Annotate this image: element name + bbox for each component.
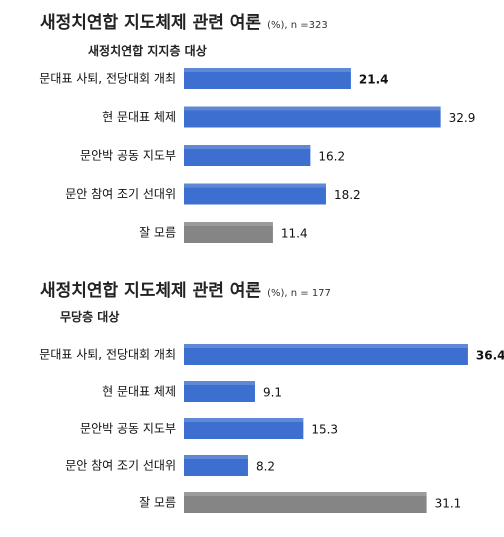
bar-highlight xyxy=(184,492,427,496)
chart-subtitle: 새정치연합 지지층 대상 xyxy=(88,44,207,58)
bar xyxy=(184,418,304,439)
value-label: 9.1 xyxy=(263,386,282,400)
bar-highlight xyxy=(184,106,441,111)
bar xyxy=(184,381,255,402)
bar xyxy=(184,106,441,128)
chart-independents: 새정치연합 지도체제 관련 여론 (%), n = 177 무당층 대상 문대표 … xyxy=(0,268,504,537)
chart-title-text: 새정치연합 지도체제 관련 여론 xyxy=(40,281,262,301)
bar xyxy=(184,492,427,513)
value-label: 31.1 xyxy=(435,497,462,511)
bar xyxy=(184,455,248,476)
bar xyxy=(184,222,273,243)
value-label: 36.4 xyxy=(476,349,504,363)
value-label: 21.4 xyxy=(359,73,389,87)
bar-highlight xyxy=(184,344,468,348)
bar-highlight xyxy=(184,381,255,385)
category-label: 현 문대표 체제 xyxy=(102,110,176,124)
chart-title-note: (%), n =323 xyxy=(267,20,328,31)
bar-highlight xyxy=(184,68,351,72)
value-label: 11.4 xyxy=(281,227,308,241)
bar xyxy=(184,183,326,205)
chart-title: 새정치연합 지도체제 관련 여론 (%), n = 177 xyxy=(40,276,331,301)
bar-highlight xyxy=(184,455,248,459)
chart-subtitle: 무당층 대상 xyxy=(60,310,120,324)
bar-chart-independents: 문대표 사퇴, 전당대회 개최 36.4 현 문대표 체제 9.1 문안박 공동 지도부… xyxy=(39,344,504,513)
value-label: 8.2 xyxy=(256,460,275,474)
bar xyxy=(184,145,311,166)
value-label: 15.3 xyxy=(311,423,338,437)
category-label: 문안 참여 조기 선대위 xyxy=(65,459,176,473)
category-label: 문안 참여 조기 선대위 xyxy=(65,187,176,201)
bar-highlight xyxy=(184,183,326,188)
chart-title-text: 새정치연합 지도체제 관련 여론 xyxy=(40,13,262,33)
category-label: 문안박 공동 지도부 xyxy=(80,149,176,163)
value-label: 18.2 xyxy=(334,188,361,202)
category-label: 잘 모름 xyxy=(139,496,176,510)
bar xyxy=(184,68,351,89)
category-label: 현 문대표 체제 xyxy=(102,385,176,399)
chart-title-note: (%), n = 177 xyxy=(267,288,331,299)
category-label: 문대표 사퇴, 전당대회 개최 xyxy=(39,348,176,362)
chart-supporters: 새정치연합 지도체제 관련 여론 (%), n =323 새정치연합 지지층 대상… xyxy=(0,0,504,268)
value-label: 16.2 xyxy=(318,150,345,164)
value-label: 32.9 xyxy=(449,111,476,125)
bar-highlight xyxy=(184,145,311,149)
category-label: 문대표 사퇴, 전당대회 개최 xyxy=(39,72,176,86)
bar-highlight xyxy=(184,222,273,226)
bar xyxy=(184,344,468,365)
category-label: 잘 모름 xyxy=(139,226,176,240)
chart-title: 새정치연합 지도체제 관련 여론 (%), n =323 xyxy=(40,8,328,33)
category-label: 문안박 공동 지도부 xyxy=(80,422,176,436)
bar-highlight xyxy=(184,418,304,422)
bar-chart-supporters: 문대표 사퇴, 전당대회 개최 21.4 현 문대표 체제 32.9 문안박 공동 지도… xyxy=(39,68,476,243)
